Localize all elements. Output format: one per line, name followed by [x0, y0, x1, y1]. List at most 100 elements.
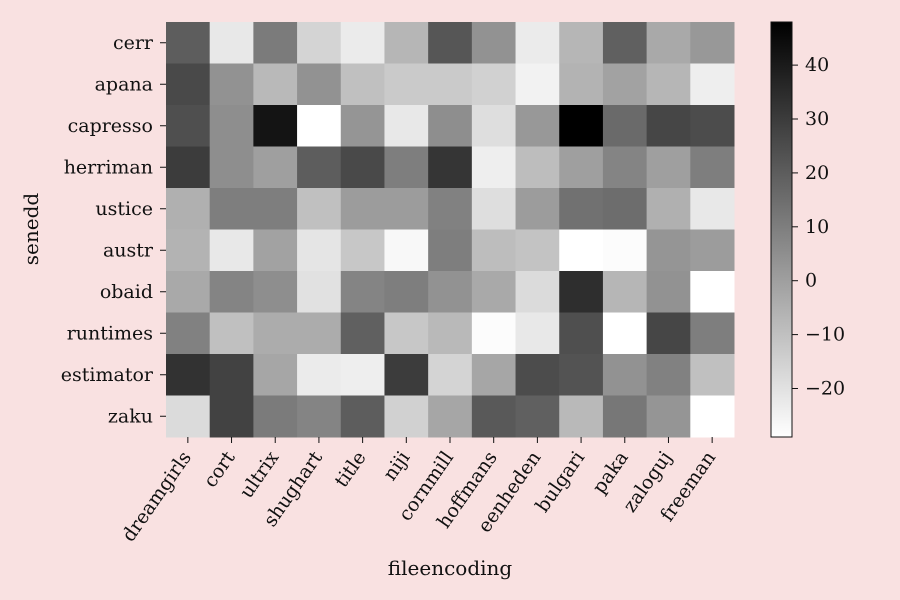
heatmap-cell — [602, 229, 648, 272]
y-tick-label: austr — [103, 239, 154, 261]
heatmap-cell — [602, 22, 648, 64]
heatmap-cell — [690, 63, 735, 106]
heatmap-cell — [209, 146, 254, 189]
heatmap-cell — [428, 271, 473, 313]
y-tick-label: zaku — [108, 405, 153, 427]
heatmap-cell — [471, 22, 517, 64]
heatmap-cell — [646, 105, 691, 147]
colorbar: −20 −10 0 10 20 30 40 — [770, 21, 845, 438]
heatmap-cell — [340, 354, 385, 396]
heatmap-cell — [428, 146, 473, 189]
heatmap-cell — [340, 63, 385, 106]
heatmap-cell — [690, 146, 735, 189]
heatmap-cell — [690, 229, 735, 272]
y-axis-label: senedd — [19, 193, 43, 266]
heatmap-cell — [209, 229, 254, 272]
heatmap-cell — [253, 229, 298, 272]
heatmap-cell — [166, 105, 211, 147]
heatmap-cell — [471, 312, 517, 355]
heatmap-cell — [253, 188, 298, 230]
heatmap-cell — [297, 271, 342, 313]
heatmap-cell — [297, 146, 342, 189]
heatmap-cell — [166, 354, 211, 396]
heatmap-cell — [690, 395, 735, 438]
heatmap-cell — [690, 312, 735, 355]
x-tick-label: title — [331, 447, 371, 491]
heatmap-cell — [253, 22, 298, 64]
heatmap-cell — [646, 312, 691, 355]
heatmap-cell — [559, 229, 604, 272]
heatmap-cell — [209, 22, 254, 64]
colorbar-tick-label: 30 — [805, 108, 829, 130]
heatmap-cell — [384, 105, 429, 147]
heatmap-cells — [166, 22, 735, 438]
heatmap-cell — [646, 271, 691, 313]
heatmap-cell — [166, 312, 211, 355]
heatmap-cell — [340, 22, 385, 64]
heatmap-cell — [515, 271, 560, 313]
heatmap-cell — [646, 146, 691, 189]
heatmap-cell — [384, 271, 429, 313]
heatmap-cell — [428, 229, 473, 272]
heatmap-cell — [602, 63, 648, 106]
y-tick-label: herriman — [64, 156, 153, 178]
y-tick-label: obaid — [100, 281, 153, 303]
heatmap-cell — [646, 354, 691, 396]
heatmap-cell — [559, 354, 604, 396]
heatmap-cell — [384, 229, 429, 272]
heatmap-cell — [209, 188, 254, 230]
heatmap-cell — [602, 271, 648, 313]
heatmap-cell — [559, 395, 604, 438]
heatmap-cell — [602, 146, 648, 189]
heatmap-cell — [690, 105, 735, 147]
heatmap-cell — [166, 22, 211, 64]
heatmap-cell — [471, 146, 517, 189]
heatmap-cell — [166, 395, 211, 438]
heatmap-cell — [690, 354, 735, 396]
heatmap-cell — [297, 188, 342, 230]
heatmap-cell — [646, 63, 691, 106]
heatmap-cell — [253, 395, 298, 438]
heatmap-cell — [515, 312, 560, 355]
heatmap-cell — [340, 312, 385, 355]
heatmap-cell — [602, 105, 648, 147]
heatmap-cell — [428, 105, 473, 147]
heatmap-cell — [428, 188, 473, 230]
heatmap-cell — [209, 354, 254, 396]
colorbar-ticks: −20 −10 0 10 20 30 40 — [792, 54, 845, 399]
heatmap-cell — [602, 395, 648, 438]
heatmap-cell — [297, 395, 342, 438]
y-tick-label: estimator — [61, 364, 154, 386]
heatmap-cell — [515, 395, 560, 438]
heatmap-cell — [646, 188, 691, 230]
heatmap-cell — [559, 188, 604, 230]
heatmap-cell — [559, 271, 604, 313]
colorbar-tick-label: 40 — [805, 54, 829, 76]
heatmap-cell — [253, 312, 298, 355]
heatmap-cell — [471, 395, 517, 438]
heatmap-cell — [515, 22, 560, 64]
heatmap-cell — [384, 146, 429, 189]
heatmap-cell — [515, 188, 560, 230]
heatmap-cell — [428, 63, 473, 106]
heatmap-cell — [297, 22, 342, 64]
heatmap-cell — [559, 63, 604, 106]
heatmap-cell — [166, 271, 211, 313]
heatmap-cell — [297, 105, 342, 147]
heatmap-cell — [384, 395, 429, 438]
heatmap-cell — [166, 146, 211, 189]
heatmap-cell — [340, 146, 385, 189]
heatmap-cell — [340, 395, 385, 438]
heatmap-cell — [602, 354, 648, 396]
heatmap-cell — [515, 105, 560, 147]
heatmap-cell — [209, 271, 254, 313]
heatmap-cell — [515, 229, 560, 272]
heatmap-cell — [166, 188, 211, 230]
heatmap-cell — [297, 229, 342, 272]
colorbar-tick-label: −10 — [805, 324, 845, 346]
colorbar-tick-label: −20 — [805, 377, 845, 399]
heatmap-cell — [559, 105, 604, 147]
heatmap-cell — [384, 312, 429, 355]
heatmap-cell — [602, 188, 648, 230]
